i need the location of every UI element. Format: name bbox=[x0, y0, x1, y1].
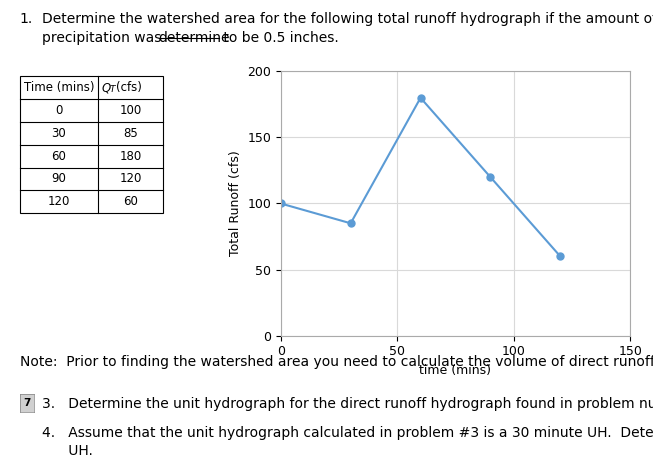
Text: 120: 120 bbox=[119, 172, 142, 186]
Text: T: T bbox=[110, 86, 115, 94]
Text: 60: 60 bbox=[123, 195, 138, 208]
Text: 4.   Assume that the unit hydrograph calculated in problem #3 is a 30 minute UH.: 4. Assume that the unit hydrograph calcu… bbox=[42, 426, 653, 440]
Text: 120: 120 bbox=[48, 195, 70, 208]
Text: 30: 30 bbox=[52, 127, 66, 140]
Text: Time (mins): Time (mins) bbox=[24, 81, 94, 94]
Text: (cfs): (cfs) bbox=[116, 81, 142, 94]
Text: 100: 100 bbox=[119, 104, 142, 117]
Text: 1.: 1. bbox=[20, 12, 33, 26]
X-axis label: time (mins): time (mins) bbox=[419, 364, 492, 377]
Text: 60: 60 bbox=[52, 149, 66, 163]
Text: 90: 90 bbox=[52, 172, 66, 186]
Text: 3.   Determine the unit hydrograph for the direct runoff hydrograph found in pro: 3. Determine the unit hydrograph for the… bbox=[42, 397, 653, 411]
Text: UH.: UH. bbox=[42, 444, 93, 457]
Text: 85: 85 bbox=[123, 127, 138, 140]
Text: Determine the watershed area for the following total runoff hydrograph if the am: Determine the watershed area for the fol… bbox=[42, 12, 653, 26]
Text: Q: Q bbox=[101, 81, 110, 94]
Text: 7: 7 bbox=[23, 397, 31, 408]
Text: to be 0.5 inches.: to be 0.5 inches. bbox=[219, 31, 338, 45]
Text: determine: determine bbox=[159, 31, 230, 45]
Y-axis label: Total Runoff (cfs): Total Runoff (cfs) bbox=[229, 150, 242, 257]
Text: precipitation was: precipitation was bbox=[42, 31, 167, 45]
Text: 180: 180 bbox=[119, 149, 142, 163]
Text: 0: 0 bbox=[55, 104, 63, 117]
Text: Note:  Prior to finding the watershed area you need to calculate the volume of d: Note: Prior to finding the watershed are… bbox=[20, 355, 653, 368]
